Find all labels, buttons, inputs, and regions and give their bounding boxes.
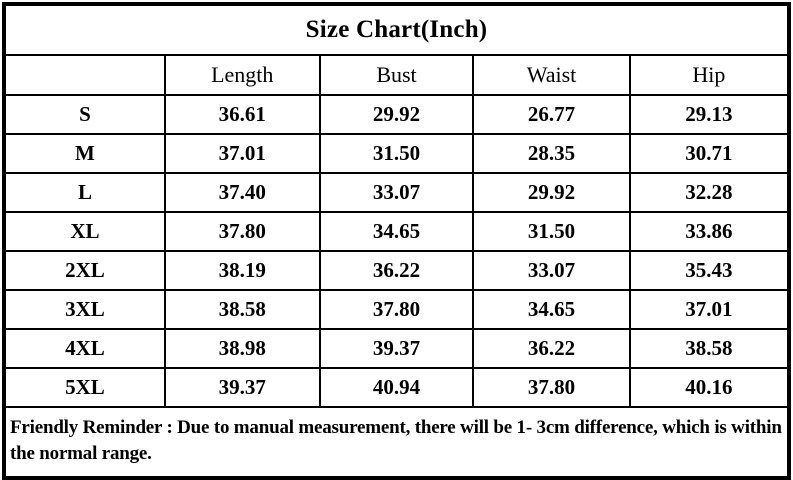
length-value: 37.80 (163, 211, 321, 252)
length-value: 38.98 (163, 328, 321, 369)
table-row: 5XL 39.37 40.94 37.80 40.16 (3, 367, 791, 408)
size-label: S (3, 94, 166, 135)
length-value: 38.19 (163, 250, 321, 291)
hip-value: 40.16 (628, 367, 791, 408)
hip-value: 37.01 (628, 289, 791, 330)
waist-value: 28.35 (472, 133, 631, 174)
column-header-hip: Hip (628, 54, 791, 96)
footer-row: Friendly Reminder : Due to manual measur… (3, 406, 790, 479)
hip-value: 35.43 (628, 250, 791, 291)
waist-value: 29.92 (472, 172, 631, 213)
table-row: 4XL 38.98 39.37 36.22 38.58 (3, 328, 791, 369)
waist-value: 36.22 (472, 328, 631, 369)
hip-value: 29.13 (628, 94, 791, 135)
size-column-header (3, 54, 166, 96)
table-row: 2XL 38.19 36.22 33.07 35.43 (3, 250, 791, 291)
size-label: XL (3, 211, 166, 252)
bust-value: 29.92 (318, 94, 475, 135)
size-label: M (3, 133, 166, 174)
waist-value: 37.80 (472, 367, 631, 408)
bust-value: 37.80 (318, 289, 475, 330)
table-row: XL 37.80 34.65 31.50 33.86 (3, 211, 791, 252)
bust-value: 31.50 (318, 133, 475, 174)
bust-value: 39.37 (318, 328, 475, 369)
table-row: 3XL 38.58 37.80 34.65 37.01 (3, 289, 791, 330)
length-value: 36.61 (163, 94, 321, 135)
friendly-reminder-note: Friendly Reminder : Due to manual measur… (3, 406, 790, 479)
length-value: 38.58 (163, 289, 321, 330)
waist-value: 34.65 (472, 289, 631, 330)
column-header-length: Length (163, 54, 321, 96)
bust-value: 34.65 (318, 211, 475, 252)
length-value: 37.40 (163, 172, 321, 213)
title-row: Size Chart(Inch) (3, 3, 790, 56)
size-label: 2XL (3, 250, 166, 291)
table-row: S 36.61 29.92 26.77 29.13 (3, 94, 791, 135)
size-label: 5XL (3, 367, 166, 408)
bust-value: 36.22 (318, 250, 475, 291)
table-row: M 37.01 31.50 28.35 30.71 (3, 133, 791, 174)
waist-value: 26.77 (472, 94, 631, 135)
bust-value: 40.94 (318, 367, 475, 408)
length-value: 37.01 (163, 133, 321, 174)
size-label: 4XL (3, 328, 166, 369)
size-label: L (3, 172, 166, 213)
hip-value: 30.71 (628, 133, 791, 174)
waist-value: 33.07 (472, 250, 631, 291)
table-row: L 37.40 33.07 29.92 32.28 (3, 172, 791, 213)
length-value: 39.37 (163, 367, 321, 408)
page-title: Size Chart(Inch) (3, 3, 790, 56)
hip-value: 32.28 (628, 172, 791, 213)
waist-value: 31.50 (472, 211, 631, 252)
column-header-row: Length Bust Waist Hip (3, 54, 791, 96)
size-label: 3XL (3, 289, 166, 330)
bust-value: 33.07 (318, 172, 475, 213)
column-header-bust: Bust (318, 54, 475, 96)
hip-value: 33.86 (628, 211, 791, 252)
hip-value: 38.58 (628, 328, 791, 369)
column-header-waist: Waist (472, 54, 631, 96)
